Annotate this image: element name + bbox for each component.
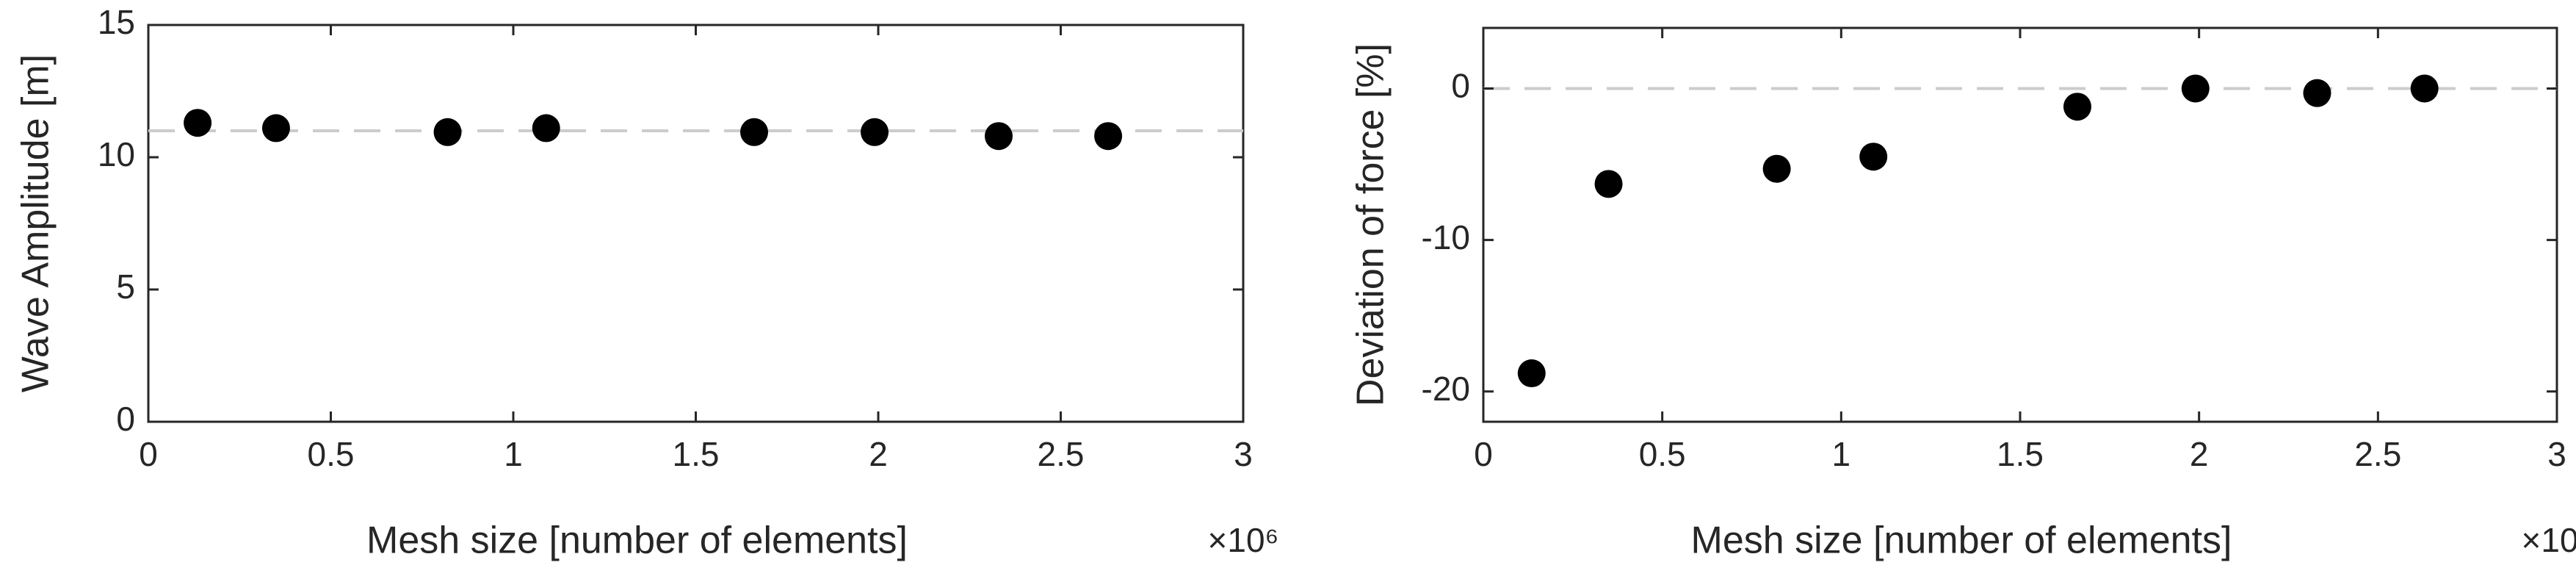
marker xyxy=(1859,143,1888,171)
plot-area xyxy=(1482,26,2558,423)
y-tick-label: 0 xyxy=(1451,67,1470,105)
x-tick-label: 1 xyxy=(504,435,523,473)
x-tick-label: 2.5 xyxy=(2354,435,2401,473)
marker xyxy=(861,118,889,146)
x-tick-label: 0.5 xyxy=(308,435,355,473)
plot-area xyxy=(147,24,1245,423)
x-multiplier: ×10⁶ xyxy=(1208,521,1279,559)
marker xyxy=(740,118,769,146)
marker xyxy=(261,114,290,143)
y-tick-label: -10 xyxy=(1422,218,1470,256)
x-tick-label: 0.5 xyxy=(1639,435,1686,473)
marker xyxy=(184,109,212,137)
x-tick-label: 3 xyxy=(2547,435,2566,473)
marker xyxy=(433,118,462,146)
marker xyxy=(1594,170,1623,198)
marker xyxy=(2303,79,2331,107)
x-multiplier: ×10⁶ xyxy=(2522,521,2576,559)
x-axis-label: Mesh size [number of elements] xyxy=(1691,519,2232,562)
x-tick-label: 0 xyxy=(139,435,158,473)
y-axis-label: Wave Amplitude [m] xyxy=(15,54,57,392)
x-tick-label: 2.5 xyxy=(1038,435,1085,473)
marker xyxy=(532,114,560,143)
y-tick-label: 0 xyxy=(116,400,135,438)
x-tick-label: 2 xyxy=(869,435,888,473)
marker xyxy=(1762,154,1791,183)
x-tick-label: 1.5 xyxy=(673,435,720,473)
x-tick-label: 0 xyxy=(1474,435,1493,473)
marker xyxy=(1517,359,1546,388)
x-axis-label: Mesh size [number of elements] xyxy=(366,519,908,562)
y-tick-label: -20 xyxy=(1422,370,1470,408)
x-tick-label: 2 xyxy=(2190,435,2209,473)
y-axis-label: Deviation of force [%] xyxy=(1350,43,1392,406)
x-tick-label: 1 xyxy=(1832,435,1851,473)
x-tick-label: 1.5 xyxy=(1997,435,2044,473)
y-tick-label: 5 xyxy=(116,267,135,306)
x-tick-label: 3 xyxy=(1234,435,1253,473)
marker xyxy=(2410,74,2439,103)
marker xyxy=(2063,93,2091,121)
marker xyxy=(2181,74,2210,103)
marker xyxy=(985,122,1013,151)
y-tick-label: 15 xyxy=(98,3,135,41)
y-tick-label: 10 xyxy=(98,135,135,173)
marker xyxy=(1094,122,1123,151)
